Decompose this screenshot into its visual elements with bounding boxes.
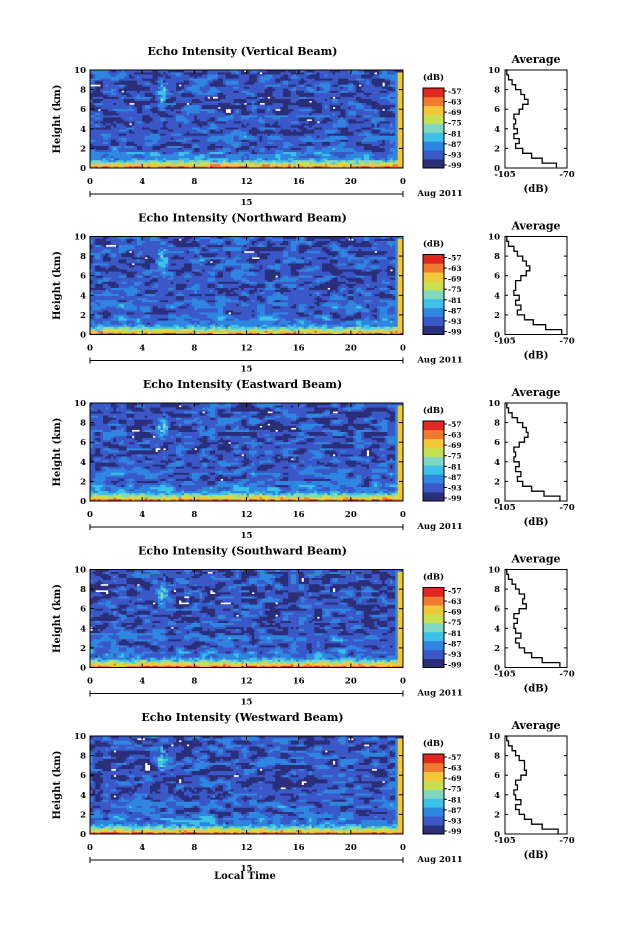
heatmap-cell bbox=[129, 125, 132, 127]
heatmap bbox=[90, 70, 403, 168]
heatmap-cell bbox=[218, 109, 221, 111]
heatmap-cell bbox=[187, 105, 190, 107]
panel-title: Echo Intensity (Vertical Beam) bbox=[147, 45, 337, 58]
heatmap-cell bbox=[98, 111, 101, 113]
heatmap-cell bbox=[228, 113, 231, 115]
figure: Local Time Echo Intensity (Vertical Beam… bbox=[0, 0, 619, 929]
heatmap-cell bbox=[213, 99, 216, 101]
heatmap-cell bbox=[95, 86, 98, 88]
heatmap-cell bbox=[129, 105, 132, 107]
heatmap-cell bbox=[93, 86, 96, 88]
heatmap-cell bbox=[215, 99, 218, 101]
heatmap-cell bbox=[132, 105, 135, 107]
heatmap-cell bbox=[226, 113, 229, 115]
heatmap-cell bbox=[207, 99, 210, 101]
heatmap-cell bbox=[179, 86, 182, 88]
heatmap-cell bbox=[121, 92, 124, 94]
heatmap-cell bbox=[98, 86, 101, 88]
